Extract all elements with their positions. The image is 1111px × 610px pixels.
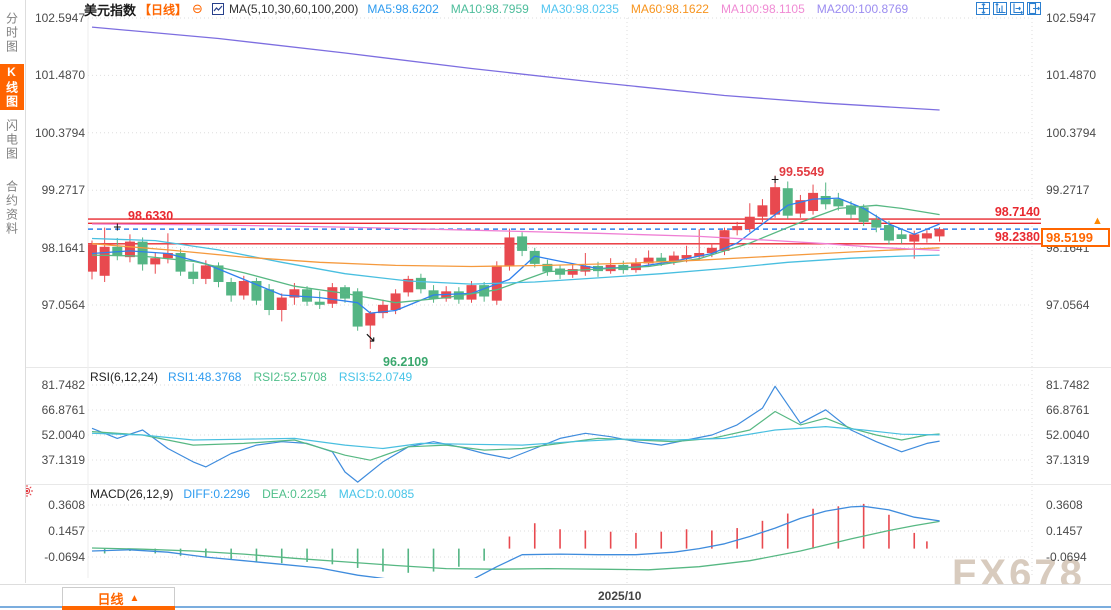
ma-lines bbox=[91, 26, 940, 314]
axis-tick-label: 100.3794 bbox=[34, 125, 85, 140]
indicator-chart-icon[interactable] bbox=[211, 3, 224, 15]
time-axis-date-label: 2025/10 bbox=[598, 589, 642, 603]
axis-tick-label: 37.1319 bbox=[41, 453, 85, 467]
panel-separator-main-rsi bbox=[26, 367, 1111, 368]
period-select-button[interactable]: 日线 ▲ bbox=[62, 587, 175, 608]
macd-title: MACD(26,12,9) bbox=[90, 487, 174, 501]
axis-tick-label: 98.1641 bbox=[41, 240, 85, 255]
sidebar-tab-kline[interactable]: K线图 bbox=[0, 64, 24, 110]
exit-panel-icon[interactable] bbox=[1027, 2, 1041, 15]
axis-tick-label: 81.7482 bbox=[41, 378, 85, 392]
line-label-98-2380: 98.2380 bbox=[994, 230, 1040, 244]
ma-value-label: MA5:98.6202 bbox=[367, 2, 439, 16]
macd-values: DIFF:0.2296 DEA:0.2254 MACD:0.0085 bbox=[183, 487, 414, 501]
macd-header: MACD(26,12,9) DIFF:0.2296 DEA:0.2254 MACD:… bbox=[90, 487, 414, 501]
annotation-marker: ↘ bbox=[364, 329, 376, 345]
rsi-values: RSI1:48.3768 RSI2:52.5708 RSI3:52.0749 bbox=[168, 370, 412, 384]
current-price-box: 98.5199 bbox=[1041, 228, 1110, 247]
axis-tick-label: 97.0564 bbox=[1046, 298, 1090, 312]
axis-tick-label: 0.3608 bbox=[48, 498, 85, 512]
axis-tick-label: 100.3794 bbox=[1046, 125, 1097, 140]
ma-value-label: MA200:100.8769 bbox=[816, 2, 909, 16]
rsi-value-label: RSI2:52.5708 bbox=[253, 370, 327, 384]
axis-tick-label: 37.1319 bbox=[1046, 453, 1090, 467]
rsi-lines bbox=[91, 385, 940, 483]
ma-value-label: MA10:98.7959 bbox=[450, 2, 529, 16]
macd-plot bbox=[91, 503, 940, 578]
ma-value-label: MA30:98.0235 bbox=[540, 2, 619, 16]
bottom-bar: 日线 ▲ 2025/10 bbox=[0, 584, 1111, 610]
period-tag: 【日线】 bbox=[139, 2, 188, 17]
bottom-blue-line bbox=[0, 606, 1111, 608]
sidebar-tab-contract-info[interactable]: 合约资料 bbox=[4, 180, 19, 236]
macd-value-label: DIFF:0.2296 bbox=[183, 487, 251, 501]
period-button-underline bbox=[62, 606, 175, 610]
sidebar-tab-timeshare[interactable]: 分时图 bbox=[4, 12, 19, 54]
annotation-marker: + bbox=[771, 171, 779, 187]
ma-value-label: MA100:98.1105 bbox=[720, 2, 805, 16]
crosshair-icon[interactable] bbox=[976, 2, 990, 15]
axis-tick-label: 101.4870 bbox=[34, 68, 85, 83]
axis-tick-label: 99.2717 bbox=[41, 183, 85, 198]
ma-value-label: MA60:98.1622 bbox=[630, 2, 709, 16]
dropdown-arrow-icon: ▲ bbox=[129, 592, 140, 604]
axis-tick-label: 0.3608 bbox=[1046, 498, 1083, 512]
sidebar: 分时图 K线图 闪电图 合约资料 bbox=[0, 0, 26, 583]
rsi-title: RSI(6,12,24) bbox=[90, 370, 159, 384]
rsi-value-label: RSI1:48.3768 bbox=[168, 370, 242, 384]
axis-tick-label: -0.0694 bbox=[44, 549, 85, 564]
chart-header: 美元指数 【日线】 ⊖ MA(5,10,30,60,100,200) MA5:9… bbox=[84, 1, 908, 18]
axis-tick-label: 52.0040 bbox=[41, 428, 85, 442]
axis-tick-label: 99.2717 bbox=[1046, 183, 1090, 198]
axis-tick-label: -0.0694 bbox=[1046, 549, 1087, 564]
candlesticks bbox=[88, 175, 945, 349]
axis-tick-label: 52.0040 bbox=[1046, 428, 1090, 442]
ma-values: MA5:98.6202 MA10:98.7959 MA30:98.0235 MA60:… bbox=[367, 2, 908, 16]
axis-tick-label: 102.5947 bbox=[1046, 11, 1097, 25]
low-price-label: 96.2109 bbox=[383, 355, 429, 369]
high-price-label: 99.5549 bbox=[779, 165, 825, 179]
axis-tick-label: 97.0564 bbox=[41, 298, 85, 312]
axis-tick-label: 101.4870 bbox=[1046, 68, 1097, 83]
annotation-marker: + bbox=[113, 219, 121, 235]
axis-tick-label: 102.5947 bbox=[34, 11, 85, 25]
collapse-icon[interactable]: ⊖ bbox=[192, 1, 203, 16]
macd-value-label: DEA:0.2254 bbox=[262, 487, 327, 501]
line-label-98-6330: 98.6330 bbox=[128, 209, 174, 223]
period-button-label: 日线 bbox=[97, 591, 124, 607]
sidebar-tab-lightning[interactable]: 闪电图 bbox=[4, 119, 19, 161]
line-label-98-7140: 98.7140 bbox=[994, 205, 1040, 219]
axis-tick-label: 66.8761 bbox=[41, 403, 85, 417]
axis-tick-label: 0.1457 bbox=[48, 523, 85, 538]
rsi-header: RSI(6,12,24) RSI1:48.3768 RSI2:52.5708 RSI… bbox=[90, 370, 412, 384]
macd-value-label: MACD:0.0085 bbox=[338, 487, 415, 501]
axis-tick-label: 66.8761 bbox=[1046, 403, 1090, 417]
symbol-name: 美元指数 bbox=[84, 2, 137, 18]
panel-separator-rsi-macd bbox=[26, 484, 1111, 485]
axis-tick-label: 81.7482 bbox=[1046, 378, 1090, 392]
ma-group-label: MA(5,10,30,60,100,200) bbox=[228, 2, 359, 16]
rsi-value-label: RSI3:52.0749 bbox=[338, 370, 413, 384]
price-axis-icon[interactable] bbox=[993, 2, 1007, 15]
axis-tick-label: 0.1457 bbox=[1046, 523, 1083, 538]
price-up-arrow-icon: ▲ bbox=[1092, 215, 1103, 227]
time-axis-icon[interactable] bbox=[1010, 2, 1024, 15]
chart-toolbar bbox=[976, 2, 1041, 15]
